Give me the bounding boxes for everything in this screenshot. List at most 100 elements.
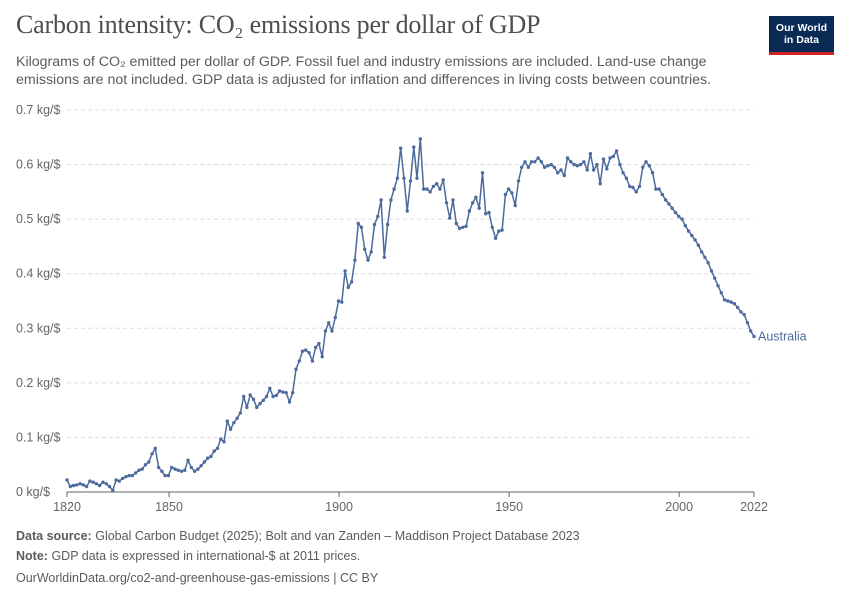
data-point[interactable] xyxy=(431,184,436,189)
data-point[interactable] xyxy=(107,484,112,489)
data-point[interactable] xyxy=(650,171,655,175)
data-point[interactable] xyxy=(71,483,76,488)
data-point[interactable] xyxy=(274,393,279,398)
data-point[interactable] xyxy=(317,341,321,346)
data-point[interactable] xyxy=(255,405,259,410)
data-point[interactable] xyxy=(520,165,524,169)
data-point[interactable] xyxy=(363,247,367,251)
data-point[interactable] xyxy=(588,152,593,156)
data-point[interactable] xyxy=(192,469,197,473)
footer-url[interactable]: OurWorldinData.org/co2-and-greenhouse-ga… xyxy=(16,571,379,585)
data-point[interactable] xyxy=(454,221,458,226)
owid-logo[interactable]: Our World in Data xyxy=(769,16,834,55)
data-point[interactable] xyxy=(621,171,625,175)
data-point[interactable] xyxy=(709,269,714,273)
data-point[interactable] xyxy=(68,484,73,489)
data-point[interactable] xyxy=(533,160,537,164)
data-point[interactable] xyxy=(641,165,645,169)
data-point[interactable] xyxy=(435,182,439,186)
data-point[interactable] xyxy=(745,321,750,325)
data-point[interactable] xyxy=(722,298,727,302)
data-point[interactable] xyxy=(219,437,223,441)
data-point[interactable] xyxy=(716,284,720,288)
data-point[interactable] xyxy=(644,160,648,164)
data-point[interactable] xyxy=(330,329,334,333)
data-point[interactable] xyxy=(487,210,491,215)
data-point[interactable] xyxy=(130,473,135,478)
data-point[interactable] xyxy=(291,391,295,395)
data-point[interactable] xyxy=(173,467,177,471)
data-point[interactable] xyxy=(258,401,262,406)
data-point[interactable] xyxy=(300,349,305,353)
data-point[interactable] xyxy=(225,419,229,423)
data-point[interactable] xyxy=(163,473,167,478)
data-point[interactable] xyxy=(228,427,233,431)
data-point[interactable] xyxy=(199,464,203,468)
data-point[interactable] xyxy=(114,478,118,482)
data-point[interactable] xyxy=(415,176,419,180)
data-point[interactable] xyxy=(242,394,246,399)
data-point[interactable] xyxy=(729,300,733,304)
data-point[interactable] xyxy=(94,482,99,486)
data-point[interactable] xyxy=(346,285,350,290)
data-point[interactable] xyxy=(104,482,109,486)
data-point[interactable] xyxy=(284,391,288,395)
data-point[interactable] xyxy=(464,224,468,228)
data-point[interactable] xyxy=(457,226,462,231)
data-point[interactable] xyxy=(323,329,328,333)
data-point[interactable] xyxy=(359,225,364,229)
data-point[interactable] xyxy=(624,176,629,180)
data-point[interactable] xyxy=(147,460,151,464)
data-point[interactable] xyxy=(680,217,684,221)
data-point[interactable] xyxy=(333,315,337,320)
data-point[interactable] xyxy=(686,229,691,233)
data-point[interactable] xyxy=(660,192,665,197)
data-point[interactable] xyxy=(124,475,128,479)
data-point[interactable] xyxy=(696,243,701,247)
data-point[interactable] xyxy=(117,479,122,483)
data-point[interactable] xyxy=(578,162,583,167)
data-point[interactable] xyxy=(327,321,331,325)
data-point[interactable] xyxy=(565,156,570,160)
data-point[interactable] xyxy=(552,165,557,169)
data-point[interactable] xyxy=(287,400,292,404)
data-point[interactable] xyxy=(271,394,275,399)
data-point[interactable] xyxy=(582,160,586,164)
data-point[interactable] xyxy=(497,229,501,233)
data-point[interactable] xyxy=(539,160,544,164)
data-point[interactable] xyxy=(474,195,478,199)
data-point[interactable] xyxy=(78,482,82,486)
data-point[interactable] xyxy=(677,214,681,219)
data-point[interactable] xyxy=(349,280,354,284)
data-point[interactable] xyxy=(412,145,416,149)
data-point[interactable] xyxy=(467,209,472,213)
data-point[interactable] xyxy=(536,156,540,160)
data-point[interactable] xyxy=(490,225,494,229)
data-point[interactable] xyxy=(379,198,383,202)
data-point[interactable] xyxy=(196,467,200,471)
data-point[interactable] xyxy=(592,168,596,172)
data-point[interactable] xyxy=(251,397,256,401)
data-point[interactable] xyxy=(176,468,180,472)
data-point[interactable] xyxy=(441,178,445,182)
data-point[interactable] xyxy=(425,187,429,191)
data-point[interactable] xyxy=(595,162,599,167)
data-point[interactable] xyxy=(693,238,697,242)
data-point[interactable] xyxy=(719,291,723,295)
data-point[interactable] xyxy=(238,411,243,415)
data-point[interactable] xyxy=(235,416,239,420)
data-point[interactable] xyxy=(513,203,517,208)
data-point[interactable] xyxy=(186,458,190,462)
data-point[interactable] xyxy=(376,214,380,219)
data-point[interactable] xyxy=(140,467,144,471)
data-point[interactable] xyxy=(713,276,717,280)
data-point[interactable] xyxy=(392,187,396,191)
data-point[interactable] xyxy=(209,454,213,459)
data-point[interactable] xyxy=(549,162,553,167)
data-point[interactable] xyxy=(179,469,184,473)
data-point[interactable] xyxy=(405,209,409,213)
data-point[interactable] xyxy=(189,465,193,470)
data-point[interactable] xyxy=(654,187,658,191)
data-point[interactable] xyxy=(395,176,400,180)
data-point[interactable] xyxy=(101,480,105,484)
